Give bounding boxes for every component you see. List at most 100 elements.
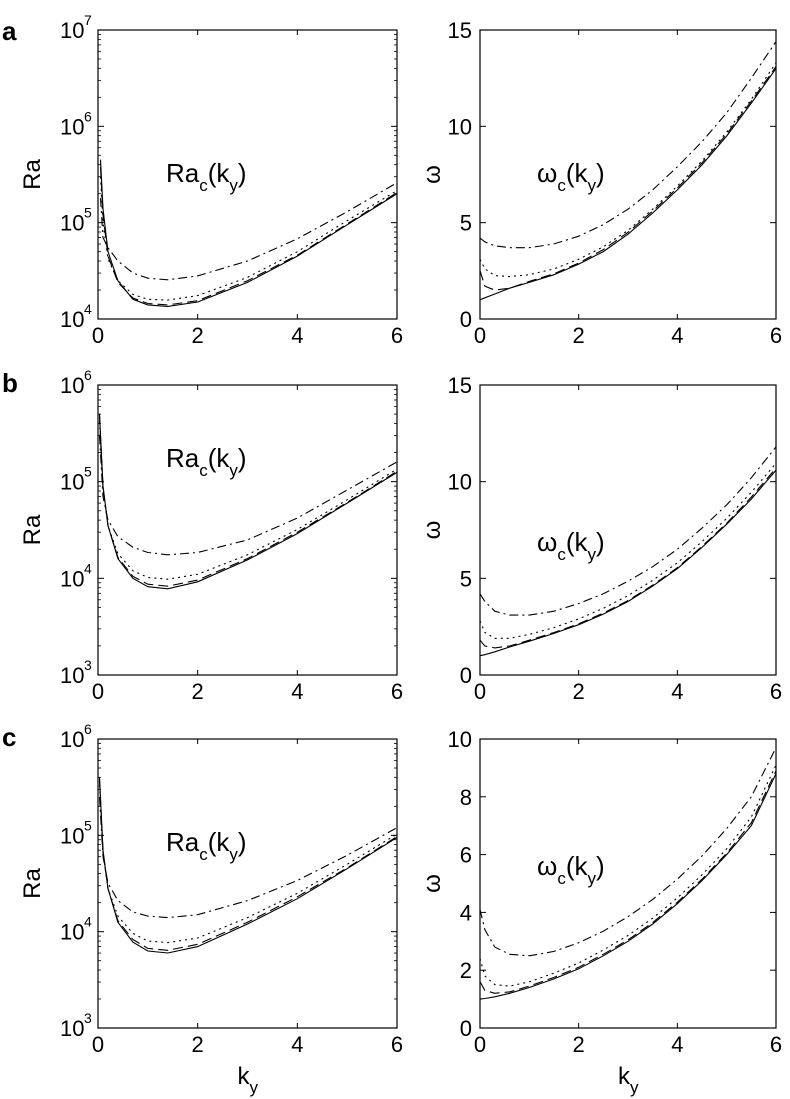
- y-tick-base: 10: [60, 470, 84, 495]
- series-line-dashed: [98, 415, 397, 587]
- annotation-part: (k: [208, 443, 231, 473]
- curve-annotation: Rac(ky): [166, 158, 247, 195]
- annotation-part: (k: [208, 827, 231, 857]
- annotation-part: c: [199, 461, 208, 480]
- series-line-dashed: [480, 467, 776, 649]
- annotation-part: c: [199, 845, 208, 864]
- series-line-dashdot: [99, 182, 397, 281]
- series-line-dashdot: [98, 435, 397, 556]
- series-line-solid: [480, 469, 776, 657]
- annotation-part: (k: [566, 851, 589, 881]
- annotation-part: c: [557, 176, 566, 195]
- plot-frame: [479, 738, 777, 1029]
- annotation-part: ): [596, 851, 605, 881]
- y-tick-label: 0: [460, 663, 472, 688]
- series-line-solid: [480, 773, 776, 1000]
- y-axis-label: Ra: [19, 868, 46, 899]
- plot-frame: [479, 384, 777, 676]
- annotation-part: y: [587, 545, 596, 564]
- annotation-part: ): [238, 158, 247, 188]
- x-tick-label: 6: [770, 679, 782, 704]
- series-line-dashed: [480, 770, 776, 994]
- annotation-part: ): [596, 527, 605, 557]
- series-line-solid: [98, 414, 397, 590]
- annotation-part: ): [596, 158, 605, 188]
- x-tick-label: 0: [474, 323, 486, 348]
- series-line-dashed: [99, 166, 397, 306]
- plot-frame: [97, 384, 398, 676]
- y-tick-label: 2: [460, 958, 472, 983]
- x-tick-label: 2: [573, 679, 585, 704]
- y-tick-base: 10: [60, 211, 84, 236]
- x-axis-label-main: k: [618, 1063, 631, 1090]
- x-tick-label: 4: [291, 323, 303, 348]
- x-tick-label: 0: [92, 1032, 104, 1057]
- y-tick-exponent: 7: [84, 12, 92, 28]
- plot-frame: [97, 738, 398, 1029]
- x-tick-label: 2: [573, 1032, 585, 1057]
- y-tick-exponent: 5: [84, 817, 92, 833]
- y-tick-label: 15: [448, 18, 472, 43]
- y-tick-base: 10: [60, 920, 84, 945]
- y-tick-label: 5: [460, 566, 472, 591]
- x-tick-label: 0: [92, 679, 104, 704]
- x-axis-label-sub: y: [250, 1078, 259, 1097]
- annotation-part: c: [199, 176, 208, 195]
- y-tick-base: 10: [60, 1016, 84, 1041]
- series-line-dotted: [98, 421, 397, 580]
- panel-letter-a: a: [2, 16, 17, 46]
- y-tick-label: 8: [460, 785, 472, 810]
- y-tick-exponent: 4: [84, 560, 92, 576]
- annotation-part: (k: [566, 158, 589, 188]
- annotation-part: y: [229, 461, 238, 480]
- y-tick-label: 5: [460, 211, 472, 236]
- x-tick-label: 6: [391, 679, 403, 704]
- y-tick-label: 0: [460, 1016, 472, 1041]
- curve-annotation: Rac(ky): [166, 443, 247, 480]
- curve-annotation: ωc(ky): [537, 158, 605, 195]
- curve-annotation: Rac(ky): [166, 827, 247, 864]
- y-tick-exponent: 4: [84, 914, 92, 930]
- annotation-part: c: [557, 545, 566, 564]
- y-tick-label: 15: [448, 373, 472, 398]
- y-tick-label: 4: [460, 900, 472, 925]
- x-tick-label: 4: [671, 323, 683, 348]
- x-tick-label: 0: [474, 679, 486, 704]
- y-tick-label: 10: [448, 470, 472, 495]
- x-tick-label: 4: [291, 1032, 303, 1057]
- y-tick-base: 10: [60, 307, 84, 332]
- annotation-part: Ra: [166, 443, 200, 473]
- x-tick-label: 2: [192, 323, 204, 348]
- series-line-dashed: [98, 779, 397, 951]
- annotation-part: ω: [537, 527, 557, 557]
- series-line-solid: [99, 159, 397, 307]
- annotation-part: y: [587, 869, 596, 888]
- series-line-dashdot: [480, 41, 776, 249]
- series-line-dotted: [480, 462, 776, 639]
- curve-annotation: ωc(ky): [537, 851, 605, 888]
- y-axis-label: Ra: [19, 159, 46, 190]
- series-line-dashdot: [480, 747, 776, 957]
- series-line-solid: [480, 68, 776, 301]
- y-tick-exponent: 4: [84, 301, 92, 317]
- y-tick-exponent: 6: [84, 108, 92, 124]
- y-tick-exponent: 6: [84, 721, 92, 737]
- x-tick-label: 6: [391, 1032, 403, 1057]
- y-tick-base: 10: [60, 18, 84, 43]
- y-tick-exponent: 3: [84, 1010, 92, 1026]
- panel-letter-c: c: [2, 722, 16, 752]
- x-axis-label-main: k: [238, 1063, 251, 1090]
- annotation-part: ω: [537, 851, 557, 881]
- y-axis-label: ω: [419, 521, 446, 540]
- x-tick-label: 6: [770, 323, 782, 348]
- y-axis-label: ω: [419, 874, 446, 893]
- y-axis-label: Ra: [19, 514, 46, 545]
- annotation-part: ω: [537, 158, 557, 188]
- y-tick-exponent: 5: [84, 205, 92, 221]
- series-line-dashdot: [480, 446, 776, 616]
